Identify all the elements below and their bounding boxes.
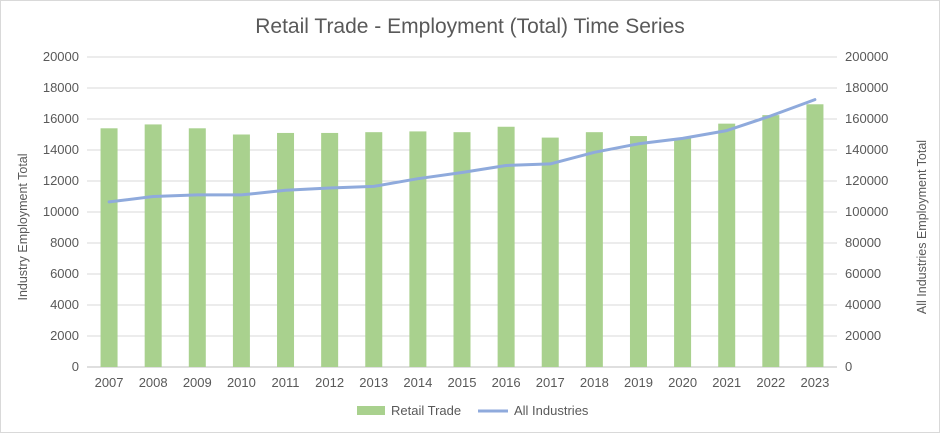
y-tick-label: 10000 xyxy=(43,204,79,219)
x-tick-label: 2009 xyxy=(183,375,212,390)
x-tick-label: 2017 xyxy=(536,375,565,390)
x-tick-label: 2015 xyxy=(448,375,477,390)
left-axis-ticks: 0 2000 4000 6000 8000 10000 12000 14000 16000 180… xyxy=(43,49,79,374)
legend-swatch-retail-trade xyxy=(357,406,385,415)
x-tick-label: 2012 xyxy=(315,375,344,390)
y2-tick-label: 80000 xyxy=(845,235,881,250)
y-tick-label: 4000 xyxy=(50,297,79,312)
legend-label-retail-trade: Retail Trade xyxy=(391,403,461,418)
y2-axis-title: All Industries Employment Total xyxy=(915,140,929,314)
x-tick-label: 2008 xyxy=(139,375,168,390)
y2-tick-label: 100000 xyxy=(845,204,888,219)
x-tick-label: 2007 xyxy=(95,375,124,390)
y-tick-label: 12000 xyxy=(43,173,79,188)
y-tick-label: 14000 xyxy=(43,142,79,157)
y2-tick-label: 120000 xyxy=(845,173,888,188)
bar xyxy=(541,137,559,367)
bar xyxy=(674,138,692,367)
bar xyxy=(718,123,736,368)
series-line-all-industries xyxy=(107,98,817,204)
bar xyxy=(806,104,824,368)
bar xyxy=(497,126,515,367)
bar xyxy=(232,134,250,367)
bar xyxy=(453,132,471,367)
x-tick-label: 2014 xyxy=(403,375,432,390)
y-tick-label: 20000 xyxy=(43,49,79,64)
y2-tick-label: 40000 xyxy=(845,297,881,312)
y2-tick-label: 20000 xyxy=(845,328,881,343)
x-tick-label: 2016 xyxy=(492,375,521,390)
y2-tick-label: 160000 xyxy=(845,111,888,126)
bar xyxy=(409,131,427,367)
bar xyxy=(277,132,295,367)
bar xyxy=(629,136,647,367)
bar xyxy=(762,115,780,367)
x-tick-label: 2020 xyxy=(668,375,697,390)
y-tick-label: 2000 xyxy=(50,328,79,343)
x-tick-label: 2022 xyxy=(756,375,785,390)
x-tick-label: 2010 xyxy=(227,375,256,390)
bar xyxy=(585,132,603,367)
x-tick-label: 2019 xyxy=(624,375,653,390)
bar xyxy=(365,132,383,367)
x-axis-ticks: 2007 2008 2009 2010 2011 2012 2013 2014 2015 2016… xyxy=(95,375,830,390)
legend: Retail Trade All Industries xyxy=(357,403,589,418)
bar xyxy=(144,124,162,367)
y-tick-label: 18000 xyxy=(43,80,79,95)
y-tick-label: 16000 xyxy=(43,111,79,126)
bar xyxy=(321,132,339,367)
x-tick-label: 2021 xyxy=(712,375,741,390)
bar xyxy=(188,128,206,367)
x-tick-label: 2013 xyxy=(359,375,388,390)
y2-tick-label: 0 xyxy=(845,359,852,374)
line-series xyxy=(107,98,817,204)
bar xyxy=(100,128,118,367)
y-tick-label: 0 xyxy=(72,359,79,374)
y2-tick-label: 140000 xyxy=(845,142,888,157)
bar-series xyxy=(100,104,824,368)
y2-tick-label: 180000 xyxy=(845,80,888,95)
x-tick-label: 2023 xyxy=(800,375,829,390)
y2-tick-label: 200000 xyxy=(845,49,888,64)
y2-tick-label: 60000 xyxy=(845,266,881,281)
legend-label-all-industries: All Industries xyxy=(514,403,589,418)
right-axis-ticks: 0 20000 40000 60000 80000 100000 120000 140000 1… xyxy=(845,49,888,374)
y-tick-label: 6000 xyxy=(50,266,79,281)
x-tick-label: 2011 xyxy=(272,375,300,390)
y-tick-label: 8000 xyxy=(50,235,79,250)
chart-title: Retail Trade - Employment (Total) Time S… xyxy=(255,15,684,38)
x-tick-label: 2018 xyxy=(580,375,609,390)
y-axis-title: Industry Employment Total xyxy=(16,153,30,300)
